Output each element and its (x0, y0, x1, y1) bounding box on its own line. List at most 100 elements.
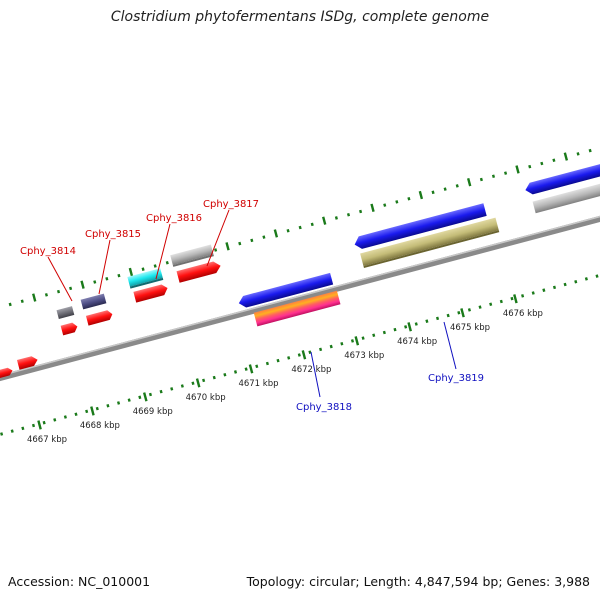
ring-dot (334, 216, 338, 220)
ring-dot (212, 375, 216, 380)
ring-dot (255, 364, 259, 369)
ring-dot (455, 184, 459, 188)
ring-dot (95, 406, 99, 411)
ring-dot (588, 148, 592, 153)
ring-tick (32, 293, 37, 302)
ring-dot (425, 319, 429, 323)
ring-dot (595, 274, 599, 278)
ring-dot (382, 330, 386, 335)
ring-dot (74, 412, 78, 416)
ring-dot (276, 358, 280, 363)
ring-dot (170, 387, 174, 391)
genome-backbone (0, 205, 600, 387)
ring-dot (0, 432, 4, 436)
outer-dotted-ring (8, 148, 592, 307)
ring-dot (8, 302, 12, 307)
ring-dot (372, 333, 376, 338)
ring-dot (138, 395, 142, 400)
gene-block-cyan-base (129, 277, 164, 289)
ring-dot (106, 404, 110, 408)
ring-dot (244, 367, 248, 371)
ring-dot (223, 372, 227, 377)
tick-label: 4669 kbp (133, 407, 173, 417)
ring-tick (407, 322, 412, 332)
gene-block-gray-base (172, 254, 214, 267)
gene-label: Cphy_3816 (146, 213, 202, 224)
gene-label: Cphy_3818 (296, 402, 352, 413)
leader-line (443, 321, 457, 370)
ring-tick (418, 190, 424, 200)
leader-line (47, 256, 73, 302)
ring-dot (85, 409, 89, 414)
gene-arrow-blue (525, 157, 600, 195)
ring-dot (319, 347, 323, 352)
gene-label: Cphy_3819 (428, 373, 484, 384)
inner-dotted-ring (0, 274, 599, 436)
ring-dot (407, 196, 411, 201)
ring-dot (105, 277, 109, 281)
gene-block-darkgray (56, 306, 75, 319)
ring-dot (443, 187, 447, 191)
ring-dot (552, 158, 556, 163)
gene-arrow-red (0, 367, 13, 380)
ring-dot (510, 296, 514, 301)
gene-block-striped (253, 290, 341, 327)
gene-arrow-red (60, 322, 78, 336)
gene-labels: Cphy_3814 Cphy_3815 Cphy_3816 Cphy_3817 … (20, 199, 484, 413)
gene-label: Cphy_3814 (20, 246, 76, 257)
genome-stats-label: Topology: circular; Length: 4,847,594 bp… (246, 574, 590, 589)
ring-dot (265, 361, 269, 366)
ring-dot (233, 370, 238, 374)
ring-dot (53, 418, 57, 422)
ring-tick (248, 364, 254, 374)
ring-dot (310, 222, 314, 227)
ring-dot (69, 286, 73, 291)
ring-tick (142, 392, 148, 402)
ring-dot (329, 344, 333, 349)
ring-dot (10, 429, 14, 433)
ring-dot (435, 316, 440, 321)
tick-label: 4675 kbp (450, 323, 490, 333)
ring-dot (431, 190, 435, 195)
tick-label: 4672 kbp (291, 365, 331, 375)
ring-dot (467, 308, 471, 312)
ring-dot (159, 389, 163, 394)
ring-dot (479, 177, 483, 182)
ring-dot (214, 248, 218, 252)
ring-dot (42, 420, 46, 425)
ring-dot (117, 401, 121, 405)
ring-dot (361, 336, 365, 340)
ring-dot (44, 293, 48, 297)
ring-dot (238, 241, 242, 246)
leader-line (155, 223, 171, 280)
leader-line (206, 209, 230, 267)
tick-label: 4673 kbp (344, 351, 384, 361)
ring-dot (531, 291, 535, 295)
ring-dot (491, 174, 496, 179)
ring-dot (180, 384, 184, 388)
gene-arrow-blue (354, 203, 487, 249)
gene-block-gray (532, 175, 600, 214)
ring-tick (515, 165, 520, 174)
gene-block-slate (80, 293, 107, 310)
ring-dot (153, 264, 157, 268)
tick-label: 4668 kbp (80, 421, 120, 431)
ring-dot (202, 378, 206, 383)
genome-backbone-highlight (0, 205, 600, 382)
tick-label: 4676 kbp (503, 309, 543, 319)
ring-dot (191, 381, 195, 385)
tick-label: 4667 kbp (27, 435, 67, 445)
gene-arrow-red (176, 261, 221, 283)
ring-dot (383, 203, 387, 207)
ring-dot (395, 200, 399, 204)
ring-dot (346, 212, 351, 217)
gene-arrow-red (133, 284, 168, 303)
ring-tick (301, 350, 307, 360)
ring-tick (370, 203, 375, 213)
accession-label: Accession: NC_010001 (8, 574, 151, 589)
ring-dot (414, 322, 418, 326)
ring-dot (127, 398, 131, 402)
ring-dot (297, 353, 301, 357)
ring-tick (80, 280, 85, 289)
ring-dot (148, 392, 152, 397)
